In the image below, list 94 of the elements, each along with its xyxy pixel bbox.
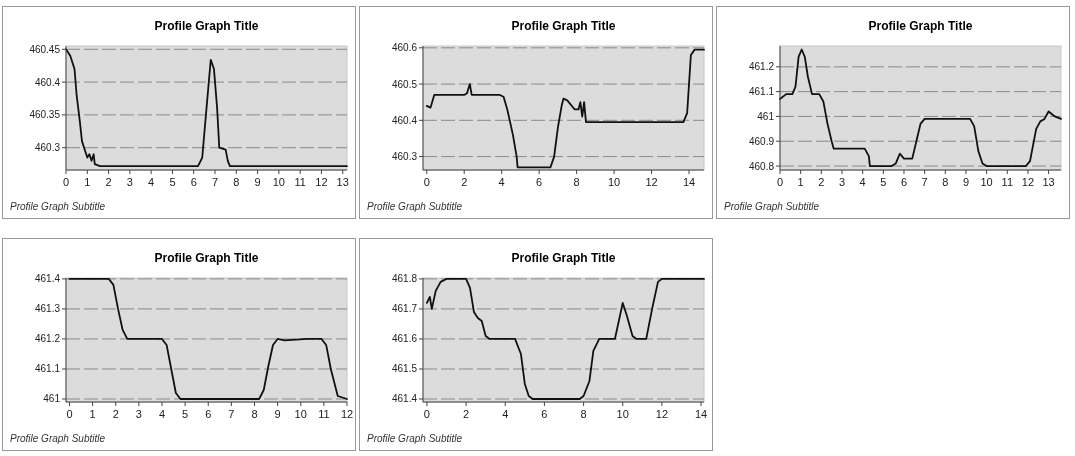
x-tick-label: 1	[797, 176, 804, 188]
y-tick-label: 460.5	[391, 78, 418, 90]
x-tick-label: 0	[423, 176, 430, 188]
x-tick-label: 1	[84, 176, 91, 188]
y-tick-label: 460.3	[34, 142, 61, 154]
x-tick-label: 2	[463, 408, 470, 420]
y-tick-label: 461.4	[391, 393, 418, 405]
x-tick-label: 0	[776, 176, 784, 188]
x-tick-label: 8	[573, 176, 580, 188]
x-tick-label: 11	[318, 408, 330, 420]
x-tick-label: 0	[66, 408, 73, 420]
x-tick-label: 3	[126, 176, 133, 188]
x-tick-label: 11	[294, 176, 306, 188]
x-tick-label: 6	[205, 408, 212, 420]
x-tick-label: 10	[294, 408, 307, 420]
line-series	[426, 278, 705, 400]
line-series	[65, 48, 348, 167]
x-tick-label: 10	[607, 176, 621, 188]
x-tick-label: 4	[502, 408, 509, 420]
x-tick-label: 9	[962, 176, 970, 188]
y-tick-label: 461.1	[34, 363, 61, 375]
x-tick-label: 7	[228, 408, 235, 420]
x-tick-label: 4	[859, 176, 866, 188]
y-tick-label: 461	[757, 110, 775, 122]
y-tick-label: 460.8	[748, 160, 775, 172]
x-tick-label: 5	[169, 176, 176, 188]
x-tick-label: 9	[254, 176, 261, 188]
x-tick-label: 8	[942, 176, 949, 188]
x-tick-label: 14	[694, 408, 708, 420]
x-tick-label: 2	[461, 176, 468, 188]
x-tick-label: 6	[900, 176, 908, 188]
y-tick-label: 460.6	[391, 42, 418, 54]
text: Profile Graph Subtitle	[10, 201, 106, 212]
x-tick-label: 12	[315, 176, 328, 188]
y-tick-label: 460.4	[391, 114, 418, 126]
y-tick-label: 461.2	[34, 333, 61, 345]
y-tick-label: 461.1	[748, 86, 775, 98]
chart-title: Profile Graph Title	[154, 19, 259, 33]
x-tick-label: 5	[182, 408, 189, 420]
y-tick-label: 461.7	[391, 303, 418, 315]
text: Profile Graph Subtitle	[724, 201, 820, 212]
y-tick-label: 461.6	[391, 333, 418, 345]
y-tick-label: 461.2	[748, 61, 775, 73]
x-tick-label: 2	[112, 408, 119, 420]
x-tick-label: 10	[272, 176, 285, 188]
x-tick-label: 4	[498, 176, 505, 188]
x-tick-label: 0	[423, 408, 430, 420]
line-series	[779, 48, 1062, 167]
x-tick-label: 1	[89, 408, 96, 420]
x-tick-label: 6	[536, 176, 543, 188]
chart-title: Profile Graph Title	[154, 251, 259, 265]
y-tick-label: 460.35	[29, 109, 61, 121]
x-tick-label: 12	[645, 176, 658, 188]
x-tick-label: 13	[336, 176, 349, 188]
x-tick-label: 4	[158, 408, 166, 420]
x-tick-label: 4	[148, 176, 155, 188]
x-tick-label: 6	[541, 408, 548, 420]
text: Profile Graph Subtitle	[367, 201, 463, 212]
y-tick-label: 460.9	[748, 135, 775, 147]
x-tick-label: 10	[980, 176, 993, 188]
x-tick-label: 8	[251, 408, 258, 420]
chart-title: Profile Graph Title	[511, 19, 616, 33]
x-tick-label: 10	[616, 408, 629, 420]
line-series	[425, 48, 705, 169]
y-tick-label: 460.3	[391, 151, 418, 163]
x-tick-label: 5	[880, 176, 887, 188]
x-tick-label: 12	[1021, 176, 1035, 188]
x-tick-label: 6	[190, 176, 197, 188]
y-tick-label: 461	[43, 393, 61, 405]
y-tick-label: 460.4	[34, 76, 61, 88]
x-tick-label: 3	[135, 408, 142, 420]
chart-title: Profile Graph Title	[511, 251, 616, 265]
x-tick-label: 12	[340, 408, 354, 420]
y-tick-label: 461.5	[391, 363, 418, 375]
x-tick-label: 7	[211, 176, 219, 188]
y-tick-label: 461.4	[34, 273, 61, 285]
x-tick-label: 12	[655, 408, 669, 420]
x-tick-label: 9	[274, 408, 281, 420]
x-tick-label: 11	[1001, 176, 1013, 188]
x-tick-label: 2	[818, 176, 825, 188]
x-tick-label: 13	[1042, 176, 1055, 188]
x-tick-label: 3	[838, 176, 846, 188]
chart-title: Profile Graph Title	[868, 19, 973, 33]
y-tick-label: 460.45	[29, 43, 61, 55]
x-tick-label: 8	[580, 408, 587, 420]
text: Profile Graph Subtitle	[10, 433, 106, 444]
y-tick-label: 461.3	[34, 303, 61, 315]
x-tick-label: 8	[233, 176, 240, 188]
x-tick-label: 2	[105, 176, 112, 188]
text: Profile Graph Subtitle	[367, 433, 463, 444]
y-tick-label: 461.8	[391, 273, 418, 285]
x-tick-label: 14	[682, 176, 696, 188]
x-tick-label: 7	[921, 176, 928, 188]
x-tick-label: 0	[62, 176, 70, 188]
